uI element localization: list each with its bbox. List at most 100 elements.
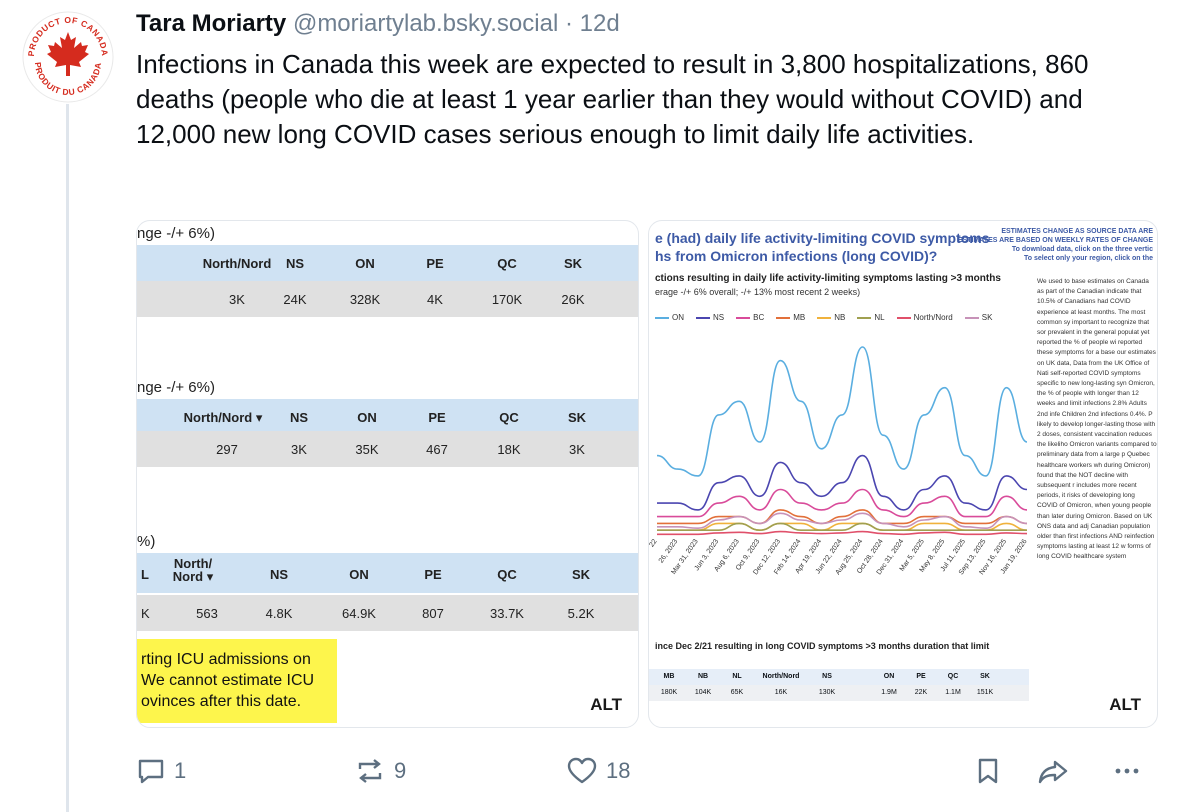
bookmark-button[interactable] — [974, 748, 1002, 794]
table-caption: %) — [137, 533, 156, 550]
table-header: L — [141, 567, 149, 582]
table-cell: 4.8K — [265, 606, 293, 621]
legend-label: ON — [672, 313, 684, 322]
legend-item: NB — [817, 313, 845, 322]
table-cell: 5.2K — [567, 606, 595, 621]
series-line-on — [656, 346, 1028, 477]
table-header: North/Nord — [202, 256, 272, 271]
table-cell: 35K — [355, 442, 379, 457]
note-line: To select only your region, click on the — [1023, 255, 1153, 262]
series-line-bc — [657, 488, 1028, 518]
bottom-table-header-cell: ON — [883, 673, 895, 680]
bottom-table-header-cell: PE — [916, 673, 926, 680]
legend-item: NL — [857, 313, 885, 322]
table-cell: 467 — [426, 442, 448, 457]
alt-badge-right[interactable]: ALT — [1103, 693, 1147, 717]
alt-badge-left[interactable]: ALT — [590, 695, 622, 714]
note-line: ESTIMATES CHANGE AS SOURCE DATA ARE — [1001, 228, 1153, 235]
repost-button[interactable]: 9 — [354, 748, 406, 794]
bottom-table-cell: 130K — [818, 689, 836, 696]
side-text: We used to base estimates on Canada as p… — [1037, 278, 1157, 561]
legend-swatch — [776, 316, 791, 319]
table-header: SK — [567, 410, 587, 425]
table-header: NS — [269, 567, 289, 582]
table-cell: 64.9K — [342, 606, 376, 621]
bottom-table-header-cell: North/Nord — [762, 673, 800, 680]
image-gallery: nge -/+ 6%) North/Nord NS ON PE QC SK 3K… — [136, 220, 1158, 728]
x-tick-label: 26, 2023 — [658, 538, 679, 564]
table-header: SK — [571, 567, 591, 582]
table-cell: 563 — [196, 606, 218, 621]
table-header: ON — [357, 410, 377, 425]
table-header: PE — [426, 256, 444, 271]
bottom-table-header-cell: MB — [663, 673, 675, 680]
post-header: Tara Moriarty @moriartylab.bsky.social ·… — [136, 8, 1176, 40]
table-header: NS — [285, 256, 305, 271]
table-cell: 297 — [216, 442, 238, 457]
table-cell: 170K — [491, 292, 523, 307]
table-header: North/ Nord ▾ — [172, 556, 214, 584]
table-cell: K — [141, 606, 150, 621]
legend-swatch — [857, 316, 872, 319]
dashboard-note: ESTIMATES CHANGE AS SOURCE DATA ARE ESTI… — [958, 227, 1153, 263]
table-header: PE — [424, 567, 442, 582]
series-line-sk — [657, 512, 1028, 530]
chart-title: ctions resulting in daily life activity-… — [655, 273, 1001, 284]
series-line-north-nord — [657, 530, 1028, 536]
table-header: ON — [349, 567, 369, 582]
table-header: QC — [497, 567, 517, 582]
legend-item: BC — [736, 313, 764, 322]
author-name[interactable]: Tara Moriarty — [136, 10, 287, 37]
table-cell: 33.7K — [490, 606, 524, 621]
bottom-table-cell: 1.1M — [945, 689, 961, 696]
legend-swatch — [655, 316, 669, 319]
table-cell: 807 — [422, 606, 444, 621]
table-cell: 26K — [561, 292, 585, 307]
legend-swatch — [964, 316, 979, 319]
legend-label: BC — [753, 313, 765, 322]
legend-label: NL — [874, 313, 885, 322]
author-handle[interactable]: @moriartylab.bsky.social — [292, 10, 559, 37]
series-line-mb — [657, 509, 1028, 525]
bottom-table-cell: 16K — [774, 689, 788, 696]
table-header-row: L North/ Nord ▾ NS ON PE QC SK — [137, 553, 638, 593]
avatar[interactable]: PRODUCT OF CANADA PRODUIT DU CANADA — [21, 10, 115, 104]
table-header: QC — [497, 256, 517, 271]
like-count: 18 — [606, 758, 631, 783]
table-header: NS — [289, 410, 309, 425]
legend-label: MB — [793, 313, 806, 322]
bookmark-icon — [978, 758, 998, 784]
image-right[interactable]: e (had) daily life activity-limiting COV… — [648, 220, 1158, 728]
image-left[interactable]: nge -/+ 6%) North/Nord NS ON PE QC SK 3K… — [136, 220, 639, 728]
table-header: PE — [428, 410, 446, 425]
table-row: 297 3K 35K 467 18K 3K — [137, 431, 638, 467]
note-line: To download data, click on the three ver… — [1011, 246, 1153, 253]
chart-subtitle: erage -/+ 6% overall; -/+ 13% most recen… — [655, 287, 861, 297]
bottom-table-cell: 180K — [660, 689, 678, 696]
action-bar: 1 9 18 — [136, 748, 1176, 798]
bottom-table-header: MB NB NL North/Nord NS ON PE QC SK — [649, 669, 1029, 685]
legend-item: North/Nord — [896, 313, 953, 322]
post-time[interactable]: 12d — [579, 10, 620, 37]
legend-label: SK — [981, 313, 993, 322]
share-button[interactable] — [1036, 748, 1070, 794]
bottom-table-cell: 22K — [914, 689, 928, 696]
separator-dot: · — [564, 10, 573, 37]
legend-label: North/Nord — [913, 313, 953, 322]
like-button[interactable]: 18 — [566, 748, 630, 794]
legend-label: NS — [713, 313, 725, 322]
reply-icon — [138, 759, 164, 784]
bottom-table-header-cell: NL — [732, 673, 742, 680]
series-line-nl — [657, 522, 1027, 532]
table-header: QC — [499, 410, 519, 425]
more-options-button[interactable] — [1112, 748, 1142, 794]
bottom-table-row: 180K 104K 65K 16K 130K 1.9M 22K 1.1M 151K — [649, 685, 1029, 701]
reply-button[interactable]: 1 — [136, 748, 186, 794]
dashboard-title-line1: e (had) daily life activity-limiting COV… — [655, 230, 990, 246]
bottom-table-title: ince Dec 2/21 resulting in long COVID sy… — [655, 641, 990, 651]
table-header: SK — [563, 256, 583, 271]
bottom-table-header-cell: QC — [947, 673, 959, 680]
legend-swatch — [736, 316, 751, 319]
table-header: ON — [355, 256, 375, 271]
